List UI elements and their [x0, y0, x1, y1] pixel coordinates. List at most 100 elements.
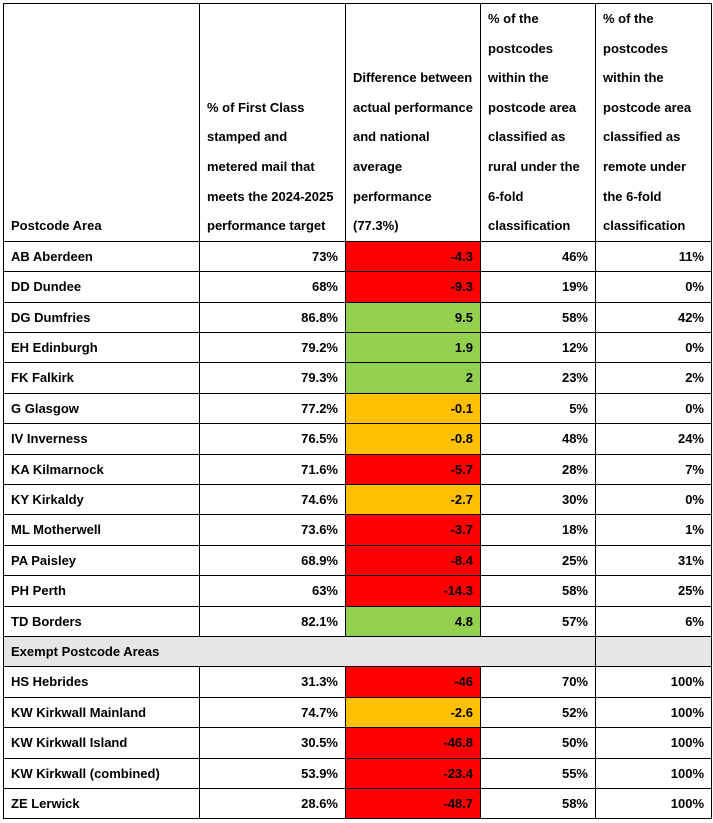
area-cell: AB Aberdeen: [3, 240, 200, 273]
value-cell: 31%: [595, 544, 712, 577]
value-cell: -8.4: [345, 544, 481, 577]
table-row: AB Aberdeen 73% -4.3 46% 11%: [3, 240, 712, 273]
value-cell: -48.7: [345, 788, 481, 820]
table-row: EH Edinburgh 79.2% 1.9 12% 0%: [3, 331, 712, 364]
area-cell: FK Falkirk: [3, 362, 200, 394]
value-cell: 5%: [480, 392, 596, 425]
header-cell: % of the postcodes within the postcode a…: [480, 3, 596, 242]
value-cell: -2.7: [345, 483, 481, 516]
value-cell: 30%: [480, 483, 596, 516]
area-cell: PH Perth: [3, 575, 200, 607]
value-cell: 0%: [595, 483, 712, 516]
table-row: ML Motherwell 73.6% -3.7 18% 1%: [3, 514, 712, 546]
value-cell: 74.7%: [199, 696, 346, 729]
value-cell: 63%: [199, 575, 346, 607]
area-cell: G Glasgow: [3, 392, 200, 425]
value-cell: 57%: [480, 605, 596, 638]
area-cell: PA Paisley: [3, 544, 200, 577]
value-cell: -4.3: [345, 240, 481, 273]
value-cell: 76.5%: [199, 423, 346, 455]
value-cell: 86.8%: [199, 301, 346, 333]
table-row: KW Kirkwall (combined) 53.9% -23.4 55% 100%: [3, 757, 712, 790]
header-cell: % of the postcodes within the postcode a…: [595, 3, 712, 242]
value-cell: -23.4: [345, 757, 481, 790]
value-cell: 71.6%: [199, 453, 346, 486]
value-cell: 52%: [480, 696, 596, 729]
value-cell: 24%: [595, 423, 712, 455]
value-cell: 79.3%: [199, 362, 346, 394]
area-cell: DG Dumfries: [3, 301, 200, 333]
value-cell: 2: [345, 362, 481, 394]
value-cell: 58%: [480, 301, 596, 333]
value-cell: 12%: [480, 331, 596, 364]
value-cell: 0%: [595, 392, 712, 425]
area-cell: HS Hebrides: [3, 666, 200, 698]
value-cell: 100%: [595, 696, 712, 729]
table-row: KW Kirkwall Island 30.5% -46.8 50% 100%: [3, 727, 712, 759]
value-cell: -9.3: [345, 271, 481, 303]
header-cell: Postcode Area: [3, 3, 200, 242]
value-cell: 25%: [595, 575, 712, 607]
value-cell: 30.5%: [199, 727, 346, 759]
value-cell: 7%: [595, 453, 712, 486]
value-cell: -5.7: [345, 453, 481, 486]
value-cell: 77.2%: [199, 392, 346, 425]
area-cell: KW Kirkwall Mainland: [3, 696, 200, 729]
value-cell: 50%: [480, 727, 596, 759]
value-cell: 19%: [480, 271, 596, 303]
table-row: FK Falkirk 79.3% 2 23% 2%: [3, 362, 712, 394]
value-cell: -2.6: [345, 696, 481, 729]
value-cell: 55%: [480, 757, 596, 790]
table-row: IV Inverness 76.5% -0.8 48% 24%: [3, 423, 712, 455]
value-cell: 28%: [480, 453, 596, 486]
value-cell: 1.9: [345, 331, 481, 364]
value-cell: 100%: [595, 757, 712, 790]
value-cell: 25%: [480, 544, 596, 577]
data-table: Postcode Area% of First Class stamped an…: [3, 3, 712, 820]
value-cell: 58%: [480, 788, 596, 820]
value-cell: 18%: [480, 514, 596, 546]
value-cell: 0%: [595, 271, 712, 303]
value-cell: -46.8: [345, 727, 481, 759]
value-cell: -46: [345, 666, 481, 698]
area-cell: KA Kilmarnock: [3, 453, 200, 486]
value-cell: 100%: [595, 727, 712, 759]
value-cell: -0.8: [345, 423, 481, 455]
area-cell: KW Kirkwall Island: [3, 727, 200, 759]
value-cell: 68.9%: [199, 544, 346, 577]
value-cell: 68%: [199, 271, 346, 303]
table-row: G Glasgow 77.2% -0.1 5% 0%: [3, 392, 712, 425]
table-row: PH Perth 63% -14.3 58% 25%: [3, 575, 712, 607]
value-cell: 73.6%: [199, 514, 346, 546]
value-cell: 0%: [595, 331, 712, 364]
area-cell: IV Inverness: [3, 423, 200, 455]
table-row: KY Kirkaldy 74.6% -2.7 30% 0%: [3, 483, 712, 516]
table-row: PA Paisley 68.9% -8.4 25% 31%: [3, 544, 712, 577]
value-cell: 4.8: [345, 605, 481, 638]
value-cell: 28.6%: [199, 788, 346, 820]
value-cell: 42%: [595, 301, 712, 333]
value-cell: 73%: [199, 240, 346, 273]
table-body: AB Aberdeen 73% -4.3 46% 11% DD Dundee 68% -9.3…: [3, 240, 712, 820]
value-cell: 1%: [595, 514, 712, 546]
table-row: DD Dundee 68% -9.3 19% 0%: [3, 271, 712, 303]
value-cell: 2%: [595, 362, 712, 394]
value-cell: 53.9%: [199, 757, 346, 790]
value-cell: 11%: [595, 240, 712, 273]
value-cell: -3.7: [345, 514, 481, 546]
table-row: DG Dumfries 86.8% 9.5 58% 42%: [3, 301, 712, 333]
value-cell: 82.1%: [199, 605, 346, 638]
value-cell: 6%: [595, 605, 712, 638]
area-cell: ZE Lerwick: [3, 788, 200, 820]
header-row: Postcode Area% of First Class stamped an…: [3, 3, 712, 242]
area-cell: TD Borders: [3, 605, 200, 638]
value-cell: 58%: [480, 575, 596, 607]
area-cell: DD Dundee: [3, 271, 200, 303]
area-cell: KY Kirkaldy: [3, 483, 200, 516]
value-cell: 100%: [595, 788, 712, 820]
value-cell: -14.3: [345, 575, 481, 607]
value-cell: 9.5: [345, 301, 481, 333]
table-row: TD Borders 82.1% 4.8 57% 6%: [3, 605, 712, 638]
value-cell: 70%: [480, 666, 596, 698]
